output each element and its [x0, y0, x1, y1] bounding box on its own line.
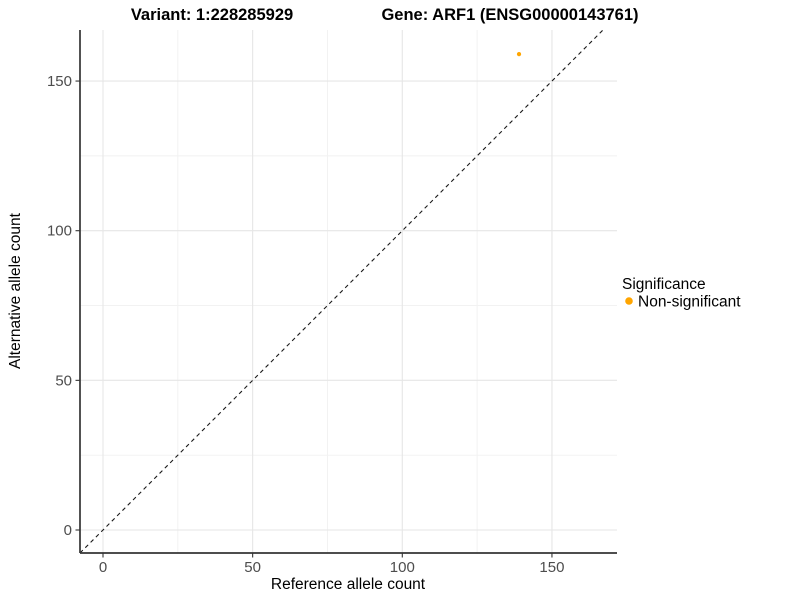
x-tick-label: 150: [539, 559, 564, 576]
axis-layer: 0 50 100 150 0 50 100 150: [47, 30, 617, 576]
legend-key-dot: [625, 297, 633, 305]
y-axis-title: Alternative allele count: [7, 212, 24, 369]
legend: Significance Non-significant: [622, 276, 741, 311]
x-tick-label: 100: [390, 559, 415, 576]
legend-item-label: Non-significant: [638, 294, 741, 311]
x-axis-title: Reference allele count: [271, 576, 426, 593]
geom-layer: [79, 29, 604, 554]
y-tick-label: 150: [47, 73, 72, 90]
variant-title: Variant: 1:228285929: [131, 6, 293, 24]
y-tick-label: 50: [55, 372, 72, 389]
identity-line: [79, 29, 604, 554]
data-point: [516, 52, 522, 57]
gene-title: Gene: ARF1 (ENSG00000143761): [381, 6, 638, 24]
y-tick-label: 100: [47, 223, 72, 240]
x-tick-label: 50: [244, 559, 261, 576]
legend-title: Significance: [622, 276, 706, 293]
y-tick-label: 0: [64, 522, 72, 539]
x-tick-label: 0: [99, 559, 107, 576]
grid-layer: [80, 30, 617, 553]
